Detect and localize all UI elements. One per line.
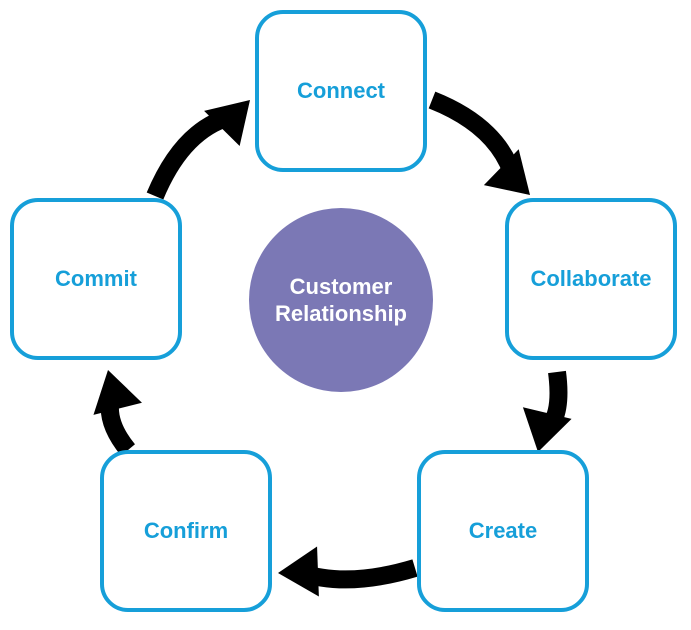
node-commit: Commit: [10, 198, 182, 360]
arrow-shaft: [155, 116, 235, 196]
arrow-head: [278, 547, 319, 597]
node-label: Connect: [297, 78, 385, 104]
center-label: CustomerRelationship: [275, 273, 407, 328]
node-confirm: Confirm: [100, 450, 272, 612]
node-collaborate: Collaborate: [505, 198, 677, 360]
arrow-shaft: [110, 391, 128, 450]
node-label: Confirm: [144, 518, 228, 544]
cycle-diagram: CustomerRelationship Connect Collaborate…: [0, 0, 691, 630]
arrow-head: [204, 100, 250, 146]
node-connect: Connect: [255, 10, 427, 172]
arrow-shaft: [543, 372, 558, 431]
node-label: Commit: [55, 266, 137, 292]
node-label: Create: [469, 518, 537, 544]
arrow-shaft: [300, 568, 415, 579]
center-circle: CustomerRelationship: [249, 208, 433, 392]
node-label: Collaborate: [530, 266, 651, 292]
arrow-head: [523, 407, 572, 452]
arrow-shaft: [432, 100, 514, 180]
arrow-head: [484, 149, 530, 195]
arrow-head: [93, 370, 142, 415]
node-create: Create: [417, 450, 589, 612]
